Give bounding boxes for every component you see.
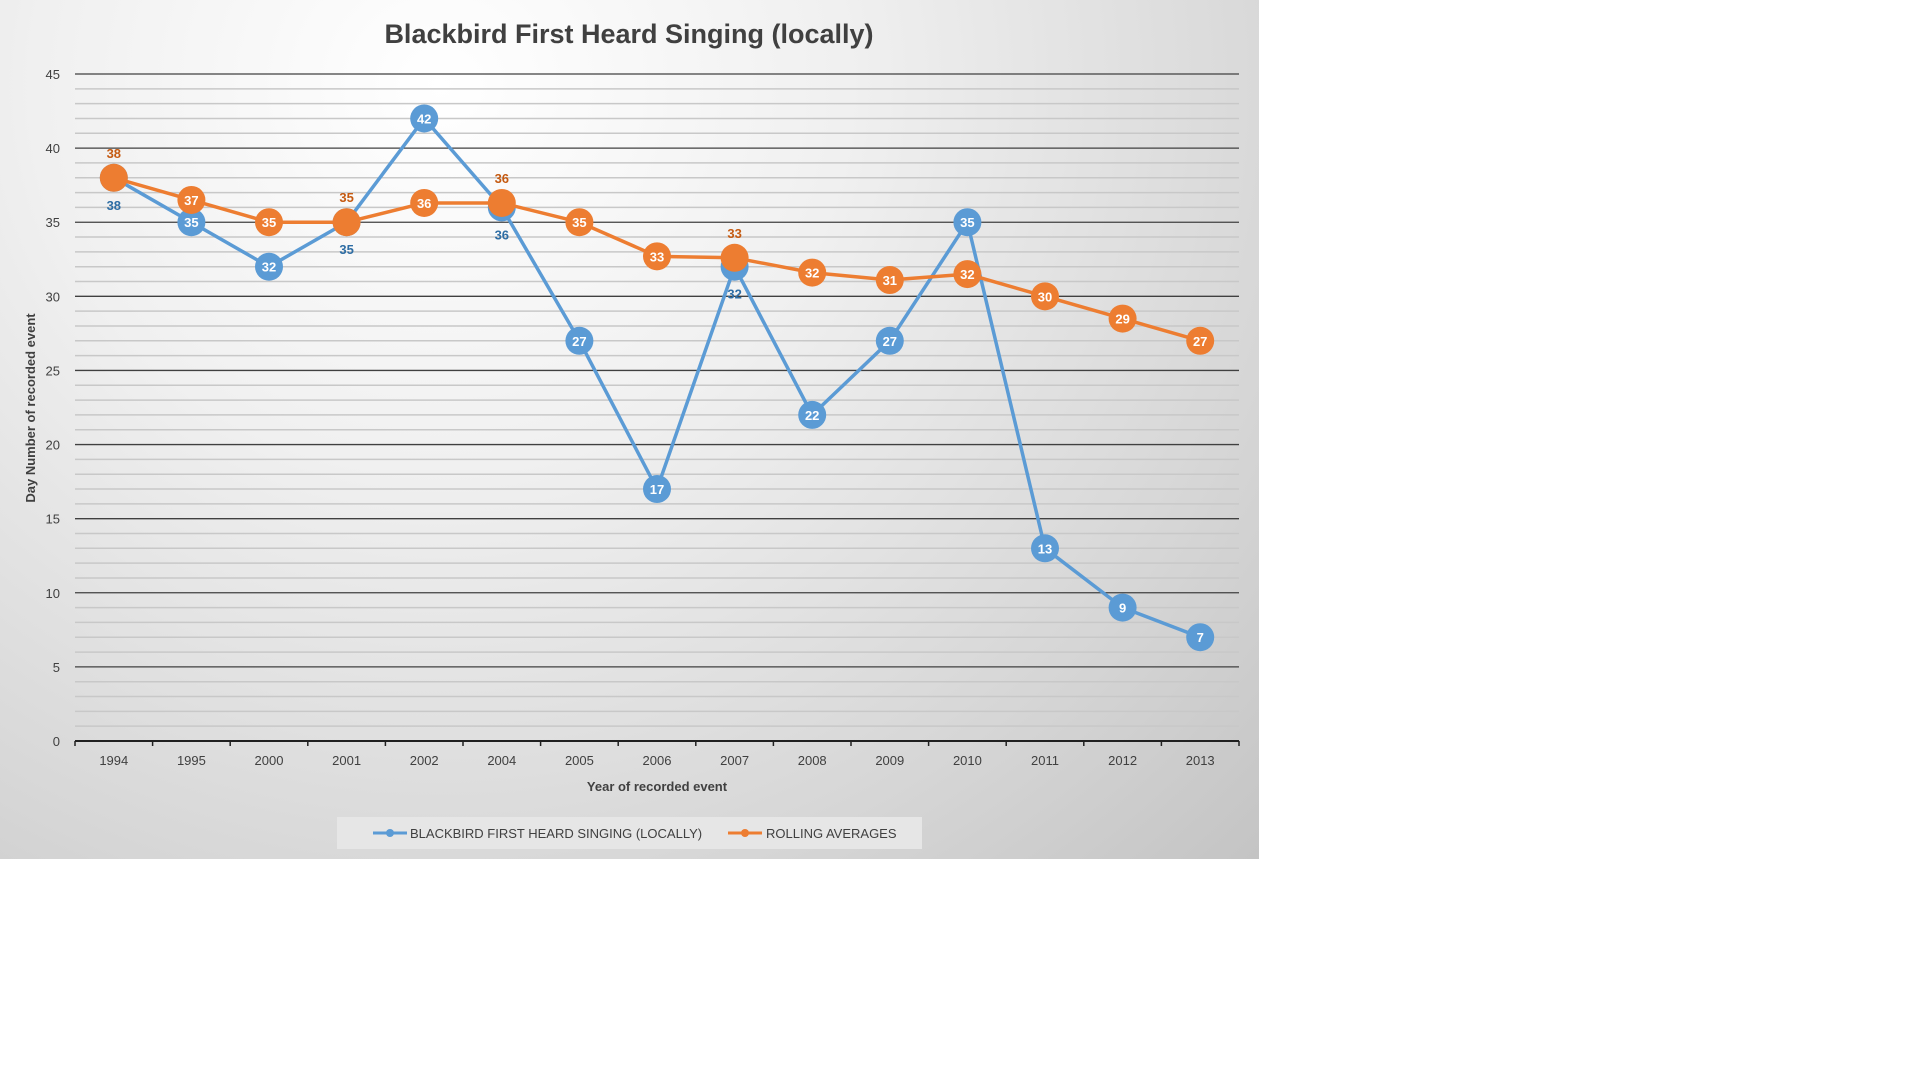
x-tick-label: 1994 [99, 753, 128, 768]
x-tick-label: 2002 [410, 753, 439, 768]
y-tick-label: 10 [46, 586, 60, 601]
data-point-marker [332, 208, 361, 237]
data-label: 35 [572, 215, 586, 230]
data-label: 33 [650, 249, 664, 264]
series-group [99, 104, 1215, 652]
legend-item-blackbird[interactable]: BLACKBIRD FIRST HEARD SINGING (LOCALLY) [373, 826, 702, 841]
x-axis-label: Year of recorded event [587, 779, 728, 794]
y-tick-label: 5 [53, 660, 60, 675]
chart-title: Blackbird First Heard Singing (locally) [384, 19, 873, 49]
data-point-marker [1186, 623, 1215, 652]
x-tick-label: 1995 [177, 753, 206, 768]
data-label: 38 [107, 198, 121, 213]
y-tick-label: 15 [46, 512, 60, 527]
data-label: 22 [805, 408, 819, 423]
series-rolling-averages [99, 163, 1215, 355]
data-label: 13 [1038, 541, 1052, 556]
data-point-marker [875, 266, 904, 295]
data-label: 35 [184, 215, 198, 230]
data-label: 42 [417, 111, 431, 126]
data-point-marker [1108, 304, 1137, 333]
data-point-marker [798, 258, 827, 287]
y-tick-label: 35 [46, 215, 60, 230]
y-tick-label: 45 [46, 67, 60, 82]
x-tick-label: 2004 [487, 753, 516, 768]
data-label: 35 [339, 190, 353, 205]
data-label: 31 [883, 273, 897, 288]
x-tick-label: 2010 [953, 753, 982, 768]
data-label: 30 [1038, 289, 1052, 304]
data-point-marker [720, 243, 749, 272]
data-point-marker [255, 252, 283, 281]
data-labels-group: 38 35 32 35 42 36 27 17 32 22 27 35 13 9 7 38 37 35 35 36 36… [107, 111, 1208, 645]
data-point-marker [1186, 326, 1215, 355]
y-tick-label: 0 [53, 734, 60, 749]
data-label: 36 [495, 227, 509, 242]
y-tick-label: 30 [46, 289, 60, 304]
data-label: 36 [417, 196, 431, 211]
x-tick-label: 2005 [565, 753, 594, 768]
x-tick-label: 2001 [332, 753, 361, 768]
data-point-marker [875, 326, 904, 355]
data-label: 37 [184, 193, 198, 208]
data-label: 33 [727, 226, 741, 241]
data-point-marker [1031, 282, 1059, 311]
y-axis-label: Day Number of recorded event [23, 313, 38, 503]
data-point-marker [177, 185, 206, 214]
data-label: 27 [883, 334, 897, 349]
x-tick-label: 2012 [1108, 753, 1137, 768]
x-tick-label: 2011 [1031, 753, 1059, 768]
data-point-marker [953, 260, 982, 289]
data-point-marker [255, 208, 283, 237]
data-label: 32 [262, 260, 276, 275]
x-tick-label: 2008 [798, 753, 827, 768]
y-tick-label: 25 [46, 363, 60, 378]
data-point-marker [798, 400, 827, 429]
data-point-marker [177, 208, 206, 237]
data-label: 7 [1197, 630, 1204, 645]
data-point-marker [565, 208, 594, 237]
data-label: 35 [960, 215, 974, 230]
x-tick-label: 2006 [643, 753, 672, 768]
data-point-marker [487, 188, 516, 217]
x-axis: 1994 1995 2000 2001 2002 2004 2005 2006 2007 2008… [74, 740, 1240, 768]
data-point-marker [953, 208, 982, 237]
data-point-marker [410, 188, 439, 217]
x-tick-label: 2009 [875, 753, 904, 768]
x-tick-label: 2007 [720, 753, 749, 768]
data-label: 35 [262, 215, 276, 230]
data-label: 36 [495, 171, 509, 186]
legend-marker-blackbird [386, 829, 394, 837]
y-tick-label: 40 [46, 141, 60, 156]
legend-box [337, 817, 922, 849]
data-label: 29 [1115, 312, 1129, 327]
legend-item-rolling-averages[interactable]: ROLLING AVERAGES [728, 826, 897, 841]
legend-label-blackbird: BLACKBIRD FIRST HEARD SINGING (LOCALLY) [410, 826, 702, 841]
data-label: 32 [727, 287, 741, 302]
y-axis-ticks: 0 5 10 15 20 25 30 35 40 45 [46, 67, 60, 749]
data-point-marker [410, 104, 439, 133]
data-label: 32 [960, 267, 974, 282]
data-label: 9 [1119, 601, 1126, 616]
data-point-marker [643, 475, 671, 504]
gridlines [75, 73, 1239, 727]
data-label: 38 [107, 146, 121, 161]
legend-marker-rolling-averages [741, 829, 749, 837]
data-label: 27 [1193, 334, 1207, 349]
data-point-marker [99, 163, 128, 192]
series-blackbird [99, 104, 1215, 652]
data-point-marker [1108, 593, 1137, 622]
data-point-marker [1031, 534, 1059, 563]
data-label: 17 [650, 482, 664, 497]
y-tick-label: 20 [46, 438, 60, 453]
data-label: 27 [572, 334, 586, 349]
x-tick-label: 2000 [255, 753, 284, 768]
x-tick-label: 2013 [1186, 753, 1215, 768]
data-label: 35 [339, 242, 353, 257]
data-point-marker [643, 242, 671, 271]
data-label: 32 [805, 266, 819, 281]
data-point-marker [565, 326, 594, 355]
legend-label-rolling-averages: ROLLING AVERAGES [766, 826, 897, 841]
